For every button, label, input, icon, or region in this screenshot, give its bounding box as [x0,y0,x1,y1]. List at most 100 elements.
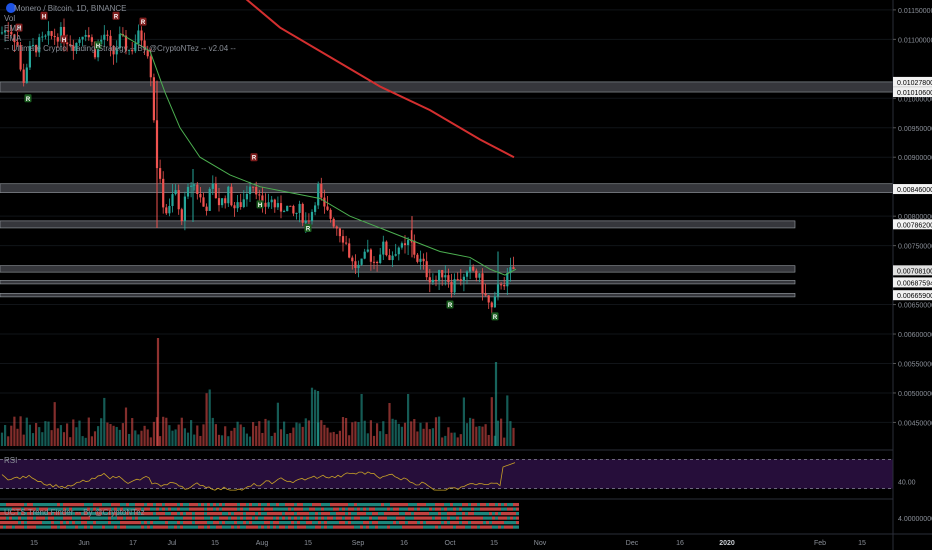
ema-legend-1[interactable]: EMA [4,24,22,33]
candle-body [462,276,465,281]
ucts-cell [366,503,369,507]
ucts-cell [222,516,225,520]
candle-body [115,48,118,55]
ucts-cell [327,507,330,511]
volume-bar [31,433,35,446]
volume-bar [354,421,357,446]
ucts-cell [387,521,390,525]
ucts-cell [117,525,120,529]
ucts-cell [228,521,231,525]
ucts-cell [114,512,117,516]
ucts-cell [270,521,273,525]
volume-bar [100,418,103,446]
candle-body [131,49,134,52]
ucts-cell [159,512,162,516]
ucts-cell [84,512,87,516]
ucts-cell [426,516,429,520]
ucts-cell [117,507,120,511]
ucts-cell [72,516,75,520]
ucts-cell [177,525,180,529]
ucts-cell [189,507,192,511]
ema-legend-2[interactable]: EMA [4,34,22,43]
time-tick-label: Jun [78,540,89,547]
ucts-cell [270,512,273,516]
ucts-cell [138,503,141,507]
ucts-cell [333,503,336,507]
ucts-cell [156,525,159,529]
ucts-cell [114,525,117,529]
ucts-cell [228,512,231,516]
ucts-cell [288,507,291,511]
ucts-cell [504,503,507,507]
ucts-cell [48,516,51,520]
volume-bar [131,418,134,446]
candle-body [295,212,298,214]
ucts-cell [462,521,465,525]
volume-bar [425,422,428,446]
ucts-cell [78,521,81,525]
ucts-cell [444,503,447,507]
ucts-cell [357,512,360,516]
candle-body [93,41,97,58]
zone-price-label: 0.00708100 [897,268,932,275]
ucts-cell [198,516,201,520]
candle-body [503,284,506,287]
candle-body [363,251,366,259]
candle-body [388,255,391,261]
ucts-cell [81,512,84,516]
ucts-cell [306,503,309,507]
ucts-cell [78,516,81,520]
ucts-cell [432,503,435,507]
ucts-cell [195,507,198,511]
ucts-cell [297,507,300,511]
ucts-cell [54,516,57,520]
ucts-cell [480,503,483,507]
ucts-cell [255,507,258,511]
candle-body [252,186,255,188]
time-tick-label: 15 [490,540,498,547]
candle-body [0,32,4,34]
ucts-cell [135,507,138,511]
candle-body [50,31,53,36]
candle-body [239,202,242,208]
ucts-cell [123,516,126,520]
symbol-title[interactable]: Monero / Bitcoin, 1D, BINANCE [14,4,127,13]
ucts-cell [108,521,111,525]
ucts-cell [114,516,117,520]
ucts-cell [417,507,420,511]
ucts-cell [414,516,417,520]
ucts-cell [3,503,6,507]
candle-body [264,202,267,207]
ucts-cell [345,525,348,529]
strategy-legend[interactable]: -- Ultimate Crypto Trading Strategy -- B… [4,44,236,53]
volume-legend[interactable]: Vol [4,14,16,23]
volume-bar [357,422,360,446]
ucts-cell [96,503,99,507]
ucts-cell [63,525,66,529]
ucts-cell [432,521,435,525]
ucts-cell [447,507,450,511]
ucts-cell [363,516,366,520]
ucts-label[interactable]: UCTS Trend Finder -- By @CryptoNTez [4,508,145,517]
volume-bar [270,435,273,446]
ucts-cell [285,503,288,507]
ucts-cell [492,512,495,516]
candle-body [103,34,106,40]
ucts-cell [276,503,279,507]
candle-body [301,203,304,223]
ucts-cell [210,503,213,507]
ucts-cell [156,503,159,507]
rsi-label[interactable]: RSI [4,456,18,465]
ucts-cell [330,516,333,520]
ucts-cell [93,503,96,507]
candle-body [453,279,456,293]
candle-body [493,296,496,308]
ucts-cell [249,521,252,525]
candle-body [400,243,403,248]
ucts-cell [18,521,21,525]
ucts-cell [60,521,63,525]
zone-price-box [893,290,932,301]
ucts-cell [195,503,198,507]
volume-bar [264,418,267,446]
